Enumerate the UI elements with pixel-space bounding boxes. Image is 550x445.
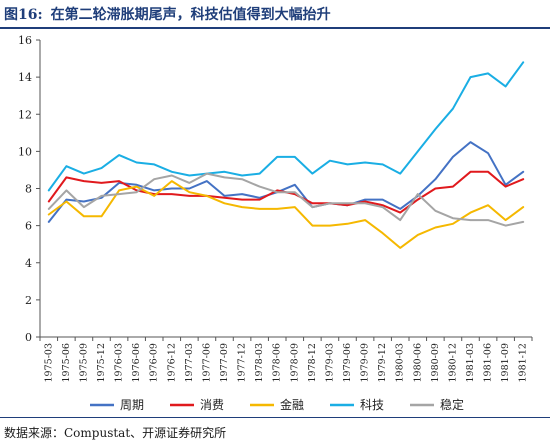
x-tick-label: 1978-09 bbox=[289, 343, 300, 382]
x-tick-label: 1975-03 bbox=[43, 343, 54, 382]
x-tick-label: 1975-06 bbox=[61, 343, 72, 382]
source-note: 数据来源：Compustat、开源证券研究所 bbox=[4, 426, 227, 440]
x-tick-label: 1976-06 bbox=[131, 343, 142, 382]
figure-number: 图16: bbox=[4, 7, 43, 23]
legend-label-1: 周期 bbox=[120, 398, 144, 412]
x-tick-label: 1976-12 bbox=[166, 343, 177, 382]
x-tick-label: 1980-12 bbox=[447, 343, 458, 382]
x-tick-label: 1978-12 bbox=[307, 343, 318, 382]
chart-legend: 周期 消费 金融 科技 稳定 bbox=[90, 397, 464, 412]
x-tick-label: 1980-09 bbox=[430, 343, 441, 382]
x-tick-label: 1979-03 bbox=[324, 343, 335, 382]
x-tick-label: 1978-06 bbox=[272, 343, 283, 382]
figure-title: 图16: 在第二轮滞胀期尾声，科技估值得到大幅抬升 bbox=[4, 4, 331, 24]
x-tick-label: 1976-03 bbox=[114, 343, 125, 382]
x-tick-label: 1979-12 bbox=[377, 343, 388, 382]
legend-label-3: 金融 bbox=[280, 397, 304, 412]
series-line-4 bbox=[47, 61, 525, 192]
figure-title-text: 在第二轮滞胀期尾声，科技估值得到大幅抬升 bbox=[50, 7, 331, 23]
y-tick-label: 4 bbox=[25, 257, 32, 270]
series-line-5 bbox=[47, 172, 525, 227]
x-tick-label: 1980-03 bbox=[395, 343, 406, 382]
series-line-1 bbox=[47, 141, 525, 223]
x-tick-label: 1979-09 bbox=[360, 343, 371, 382]
title-rule bbox=[0, 27, 550, 29]
x-tick-label: 1975-12 bbox=[96, 343, 107, 382]
y-tick-label: 12 bbox=[18, 108, 32, 121]
y-tick-label: 14 bbox=[18, 71, 32, 84]
y-tick-label: 8 bbox=[25, 183, 32, 196]
legend-label-5: 稳定 bbox=[440, 397, 464, 412]
x-tick-label: 1980-06 bbox=[412, 343, 423, 382]
x-tick-label: 1977-03 bbox=[184, 343, 195, 382]
series-line-3 bbox=[47, 180, 525, 249]
x-tick-label: 1981-06 bbox=[483, 343, 494, 382]
x-tick-label: 1981-09 bbox=[500, 343, 511, 382]
x-tick-label: 1976-09 bbox=[149, 343, 160, 382]
y-tick-label: 6 bbox=[25, 220, 32, 233]
x-tick-label: 1981-03 bbox=[465, 343, 476, 382]
legend-label-4: 科技 bbox=[360, 398, 384, 412]
x-tick-label: 1975-09 bbox=[78, 343, 89, 382]
x-tick-label: 1981-12 bbox=[518, 343, 529, 382]
bottom-rule bbox=[0, 417, 550, 418]
chart-axes: 0 2 4 6 8 10 12 14 16 1975-03 1975-06 1975-09 1975-1… bbox=[18, 34, 533, 382]
y-tick-label: 10 bbox=[18, 145, 32, 158]
y-tick-label: 2 bbox=[25, 294, 32, 307]
x-tick-label: 1977-06 bbox=[201, 343, 212, 382]
x-tick-label: 1977-12 bbox=[237, 343, 248, 382]
legend-label-2: 消费 bbox=[200, 398, 224, 412]
x-tick-label: 1977-09 bbox=[219, 343, 230, 382]
chart-series bbox=[47, 61, 525, 249]
x-tick-label: 1978-03 bbox=[254, 343, 265, 382]
y-tick-label: 16 bbox=[18, 34, 32, 47]
x-tick-label: 1979-06 bbox=[342, 343, 353, 382]
y-tick-label: 0 bbox=[25, 331, 32, 344]
